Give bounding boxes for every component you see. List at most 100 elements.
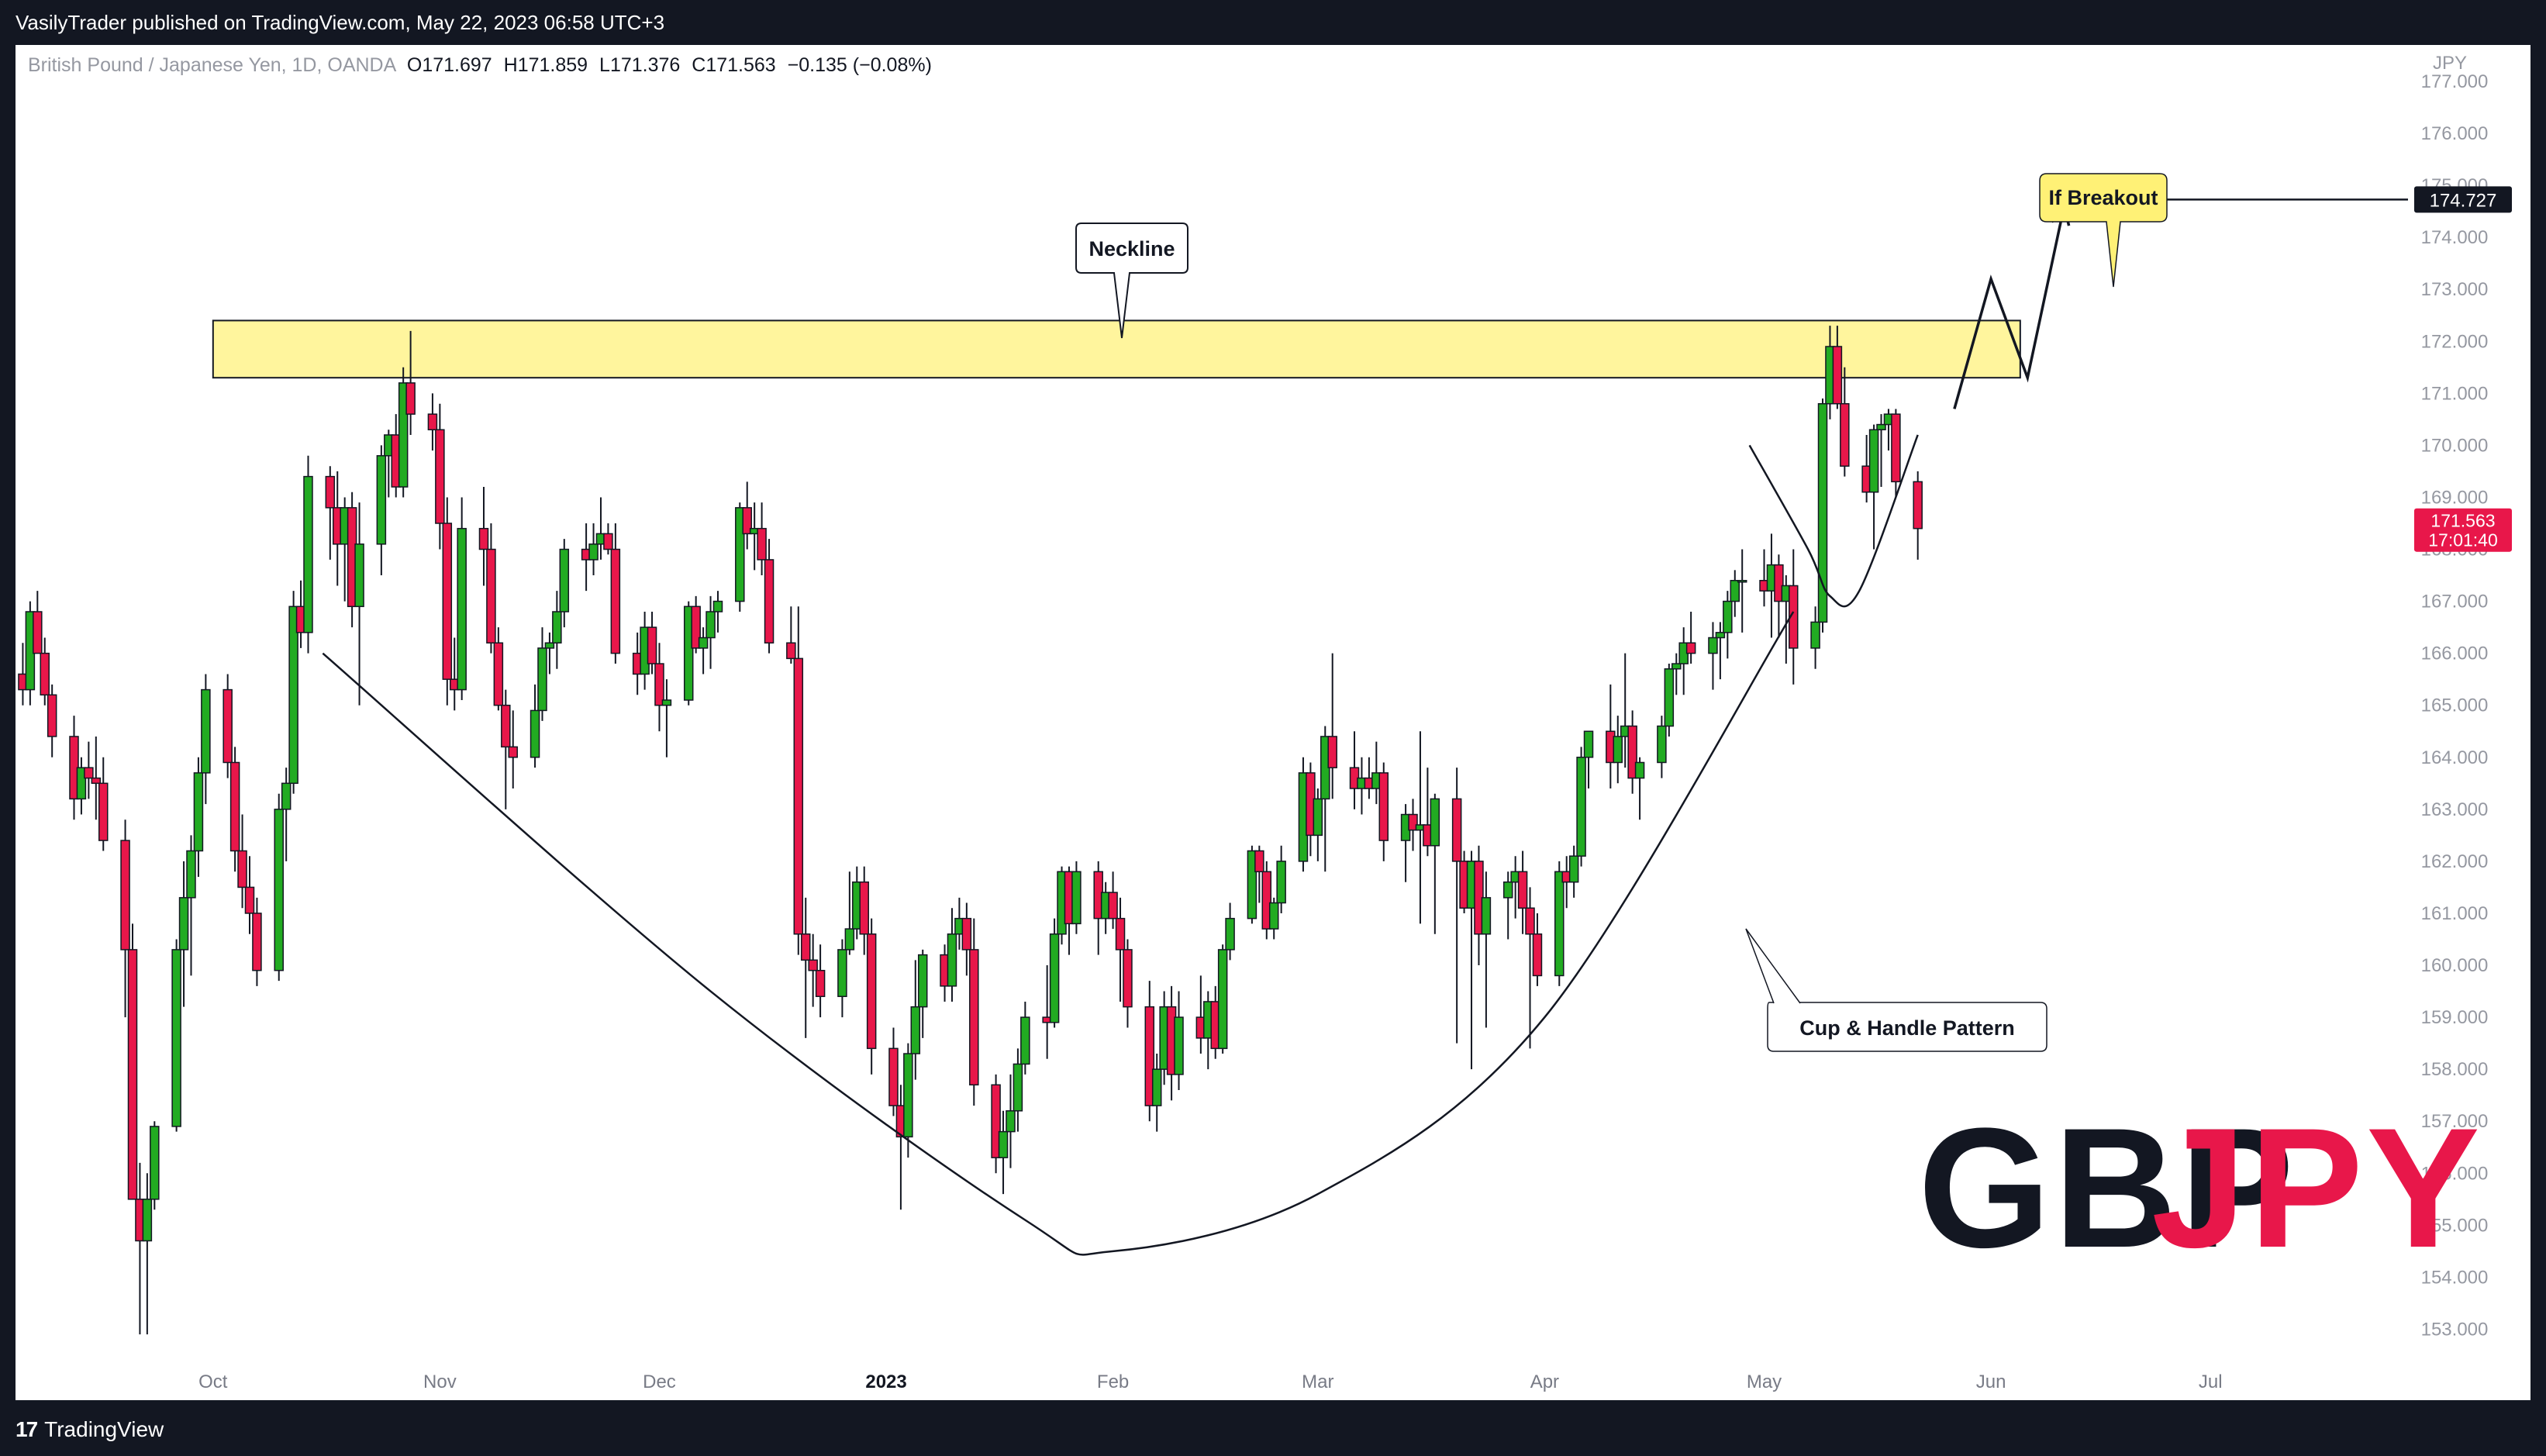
- candle-down: [603, 533, 613, 550]
- candle-down: [1144, 1006, 1155, 1106]
- candle-down: [815, 969, 826, 998]
- candle-down: [1891, 413, 1901, 483]
- candle-up: [1730, 580, 1740, 602]
- countdown-value: 17:01:40: [2428, 530, 2498, 550]
- candle-up: [171, 949, 181, 1127]
- projection-path: [1953, 205, 2066, 409]
- y-tick-label: 176.000: [2421, 123, 2489, 144]
- open-label: O: [406, 54, 423, 76]
- x-tick-label: Feb: [1097, 1371, 1129, 1392]
- candle-down: [654, 663, 664, 706]
- candle-down: [1378, 772, 1389, 841]
- candle-up: [1049, 933, 1060, 1023]
- candle-up: [1723, 600, 1733, 633]
- candle-up: [544, 642, 555, 649]
- candle-up: [193, 772, 204, 852]
- cup-handle-label: Cup & Handle Pattern: [1799, 1016, 2015, 1040]
- candle-down: [244, 886, 255, 914]
- candle-down: [1115, 917, 1126, 951]
- candle-down: [961, 917, 972, 951]
- low-value: 171.376: [609, 54, 681, 76]
- candle-down: [493, 642, 504, 706]
- candle-up: [1020, 1016, 1030, 1065]
- tradingview-logo[interactable]: 17 TradingView: [16, 1417, 164, 1442]
- y-tick-label: 165.000: [2421, 695, 2489, 716]
- candle-up: [186, 850, 196, 899]
- candlestick-chart[interactable]: 177.000176.000175.000174.000173.000172.0…: [16, 45, 2530, 1400]
- candle-up: [1276, 861, 1286, 904]
- y-tick-label: 160.000: [2421, 955, 2489, 976]
- candle-up: [1174, 1016, 1184, 1075]
- candle-up: [837, 949, 847, 998]
- chart-panel[interactable]: British Pound / Japanese Yen, 1D, OANDA …: [16, 45, 2530, 1400]
- candle-down: [486, 548, 496, 643]
- target-price-value: 174.727: [2430, 190, 2497, 211]
- candle-up: [1715, 632, 1726, 639]
- candle-down: [859, 881, 869, 935]
- footer-bar: 17 TradingView: [0, 1400, 2546, 1456]
- candle-down: [647, 626, 657, 664]
- x-tick-label: May: [1747, 1371, 1782, 1392]
- candle-up: [1247, 850, 1257, 919]
- candle-up: [705, 611, 716, 639]
- candle-down: [501, 704, 511, 748]
- candle-up: [178, 897, 189, 951]
- symbol-legend[interactable]: British Pound / Japanese Yen, 1D, OANDA …: [28, 54, 932, 77]
- y-tick-label: 153.000: [2421, 1319, 2489, 1340]
- y-tick-label: 157.000: [2421, 1111, 2489, 1132]
- candle-down: [800, 933, 811, 961]
- candle-down: [1832, 346, 1843, 405]
- candle-down: [764, 559, 774, 643]
- candle-up: [1568, 855, 1579, 883]
- candle-down: [1327, 736, 1337, 768]
- high-label: H: [503, 54, 518, 76]
- candle-up: [1671, 663, 1682, 670]
- neckline-zone: [212, 319, 2021, 379]
- candle-up: [376, 455, 387, 545]
- candle-up: [354, 543, 364, 608]
- candle-down: [1108, 892, 1118, 919]
- cup-handle-callout: [1767, 1002, 2047, 1052]
- candle-down: [1685, 642, 1696, 654]
- candle-down: [91, 777, 102, 785]
- symbol-name[interactable]: British Pound / Japanese Yen, 1D, OANDA: [28, 54, 395, 76]
- candle-up: [457, 527, 467, 691]
- candle-up: [1071, 871, 1082, 925]
- candle-up: [288, 606, 298, 785]
- tradingview-brand: TradingView: [44, 1417, 164, 1441]
- axis-currency-label: JPY: [2432, 53, 2467, 74]
- candle-down: [1627, 725, 1637, 779]
- y-tick-label: 158.000: [2421, 1059, 2489, 1080]
- candle-up: [1217, 949, 1228, 1050]
- candle-down: [888, 1047, 899, 1106]
- y-tick-label: 159.000: [2421, 1007, 2489, 1028]
- candle-up: [698, 637, 709, 649]
- x-tick-label: Oct: [198, 1371, 228, 1392]
- candle-up: [1481, 897, 1492, 935]
- candle-up: [588, 543, 599, 561]
- candle-up: [1006, 1110, 1016, 1133]
- candle-up: [274, 809, 284, 971]
- candle-up: [1664, 668, 1675, 727]
- candle-down: [1123, 949, 1133, 1008]
- candle-up: [735, 507, 745, 602]
- candle-down: [786, 642, 796, 660]
- candle-up: [303, 475, 313, 633]
- candle-down: [1517, 871, 1528, 909]
- y-tick-label: 167.000: [2421, 592, 2489, 612]
- last-price-badge: [2414, 508, 2512, 552]
- candle-up: [1737, 580, 1747, 583]
- breakout-label: If Breakout: [2048, 186, 2158, 209]
- candle-down: [610, 548, 621, 654]
- candle-down: [1451, 798, 1462, 862]
- candle-up: [1151, 1068, 1162, 1106]
- candle-down: [478, 527, 489, 550]
- candle-down: [969, 949, 979, 1086]
- candle-up: [1268, 902, 1279, 930]
- pair-quote-text: JPY: [2151, 1092, 2483, 1283]
- candle-down: [47, 694, 57, 737]
- x-tick-label: Dec: [643, 1371, 676, 1392]
- candle-up: [903, 1053, 913, 1138]
- tradingview-logo-icon: 17: [16, 1417, 38, 1441]
- candle-up: [1430, 798, 1440, 847]
